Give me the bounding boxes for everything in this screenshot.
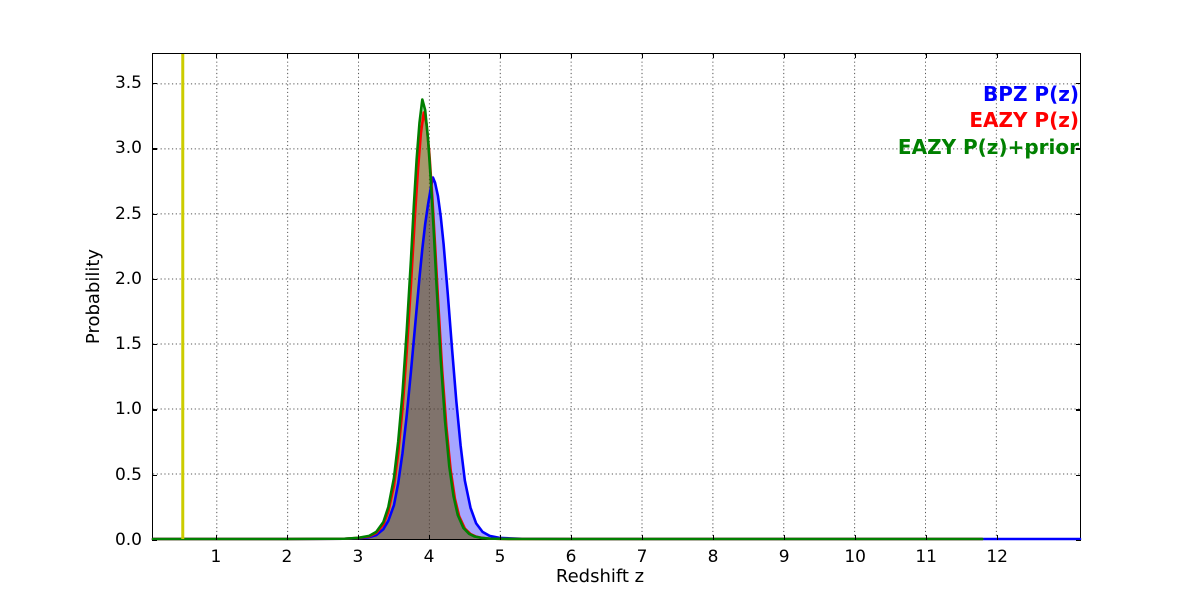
- annotation-layer: [181, 54, 185, 539]
- x-tick-mark: [428, 535, 431, 540]
- y-tick-mark: [1076, 278, 1081, 281]
- x-tick-mark: [713, 53, 715, 58]
- x-tick-mark: [215, 535, 218, 540]
- curve-layer: [151, 98, 1082, 541]
- x-tick-mark: [286, 53, 289, 58]
- x-tick-label: 1: [210, 547, 222, 567]
- x-tick-mark: [784, 53, 786, 58]
- y-tick-mark: [152, 540, 157, 542]
- y-tick-label: 1.5: [114, 334, 142, 355]
- y-tick-mark: [152, 344, 157, 346]
- y-axis-label: Probability: [83, 248, 104, 345]
- x-tick-mark: [357, 53, 360, 58]
- y-tick-mark: [152, 474, 157, 476]
- grid-layer: [153, 54, 1080, 539]
- x-tick-mark: [926, 535, 928, 540]
- x-tick-mark: [571, 53, 573, 58]
- x-axis-label: Redshift z: [555, 566, 645, 587]
- x-tick-mark: [642, 535, 644, 540]
- x-tick-mark: [997, 535, 999, 540]
- y-tick-label: 0.0: [114, 530, 142, 550]
- x-tick-mark: [500, 535, 502, 540]
- y-tick-mark: [1076, 344, 1081, 346]
- legend: BPZ P(z) EAZY P(z) EAZY P(z)+prior: [898, 81, 1079, 160]
- y-tick-mark: [1076, 409, 1081, 411]
- x-tick-mark: [713, 535, 715, 540]
- y-tick-mark: [1076, 540, 1081, 542]
- legend-entry: EAZY P(z): [969, 108, 1079, 133]
- x-tick-mark: [926, 53, 928, 58]
- x-tick-label: 9: [778, 547, 790, 567]
- x-tick-mark: [215, 53, 218, 58]
- y-tick-mark: [1076, 474, 1081, 476]
- x-tick-mark: [286, 535, 289, 540]
- y-tick-mark: [152, 83, 157, 85]
- y-tick-label: 3.0: [114, 138, 142, 159]
- x-tick-mark: [642, 53, 644, 58]
- x-tick-label: 4: [423, 547, 435, 567]
- y-tick-mark: [1076, 83, 1081, 85]
- x-tick-mark: [855, 535, 857, 540]
- x-tick-label: 5: [494, 547, 506, 567]
- x-tick-label: 10: [844, 547, 866, 567]
- y-tick-label: 2.0: [114, 268, 142, 289]
- y-tick-mark: [1076, 213, 1081, 215]
- y-tick-mark: [152, 148, 157, 150]
- x-tick-mark: [855, 53, 857, 58]
- x-tick-mark: [357, 535, 360, 540]
- x-tick-label: 2: [281, 547, 293, 567]
- x-tick-mark: [571, 535, 573, 540]
- y-tick-label: 2.5: [114, 203, 142, 224]
- y-tick-label: 0.5: [114, 464, 142, 485]
- y-tick-label: 3.5: [114, 73, 142, 94]
- x-tick-mark: [428, 53, 431, 58]
- y-tick-mark: [152, 278, 157, 281]
- legend-entry: EAZY P(z)+prior: [897, 134, 1079, 159]
- y-tick-mark: [1076, 148, 1081, 150]
- x-tick-mark: [784, 535, 786, 540]
- x-tick-label: 3: [352, 547, 364, 567]
- y-tick-mark: [152, 213, 157, 215]
- x-tick-mark: [997, 53, 999, 58]
- y-tick-mark: [152, 409, 157, 411]
- x-tick-label: 12: [986, 547, 1009, 567]
- y-tick-label: 1.0: [114, 399, 142, 420]
- x-tick-label: 6: [565, 547, 577, 567]
- x-tick-label: 7: [636, 547, 648, 567]
- x-tick-label: 8: [707, 547, 719, 567]
- plot-area: [151, 53, 1082, 541]
- legend-entry: BPZ P(z): [983, 82, 1079, 106]
- x-tick-mark: [500, 53, 502, 58]
- x-tick-label: 11: [915, 547, 937, 567]
